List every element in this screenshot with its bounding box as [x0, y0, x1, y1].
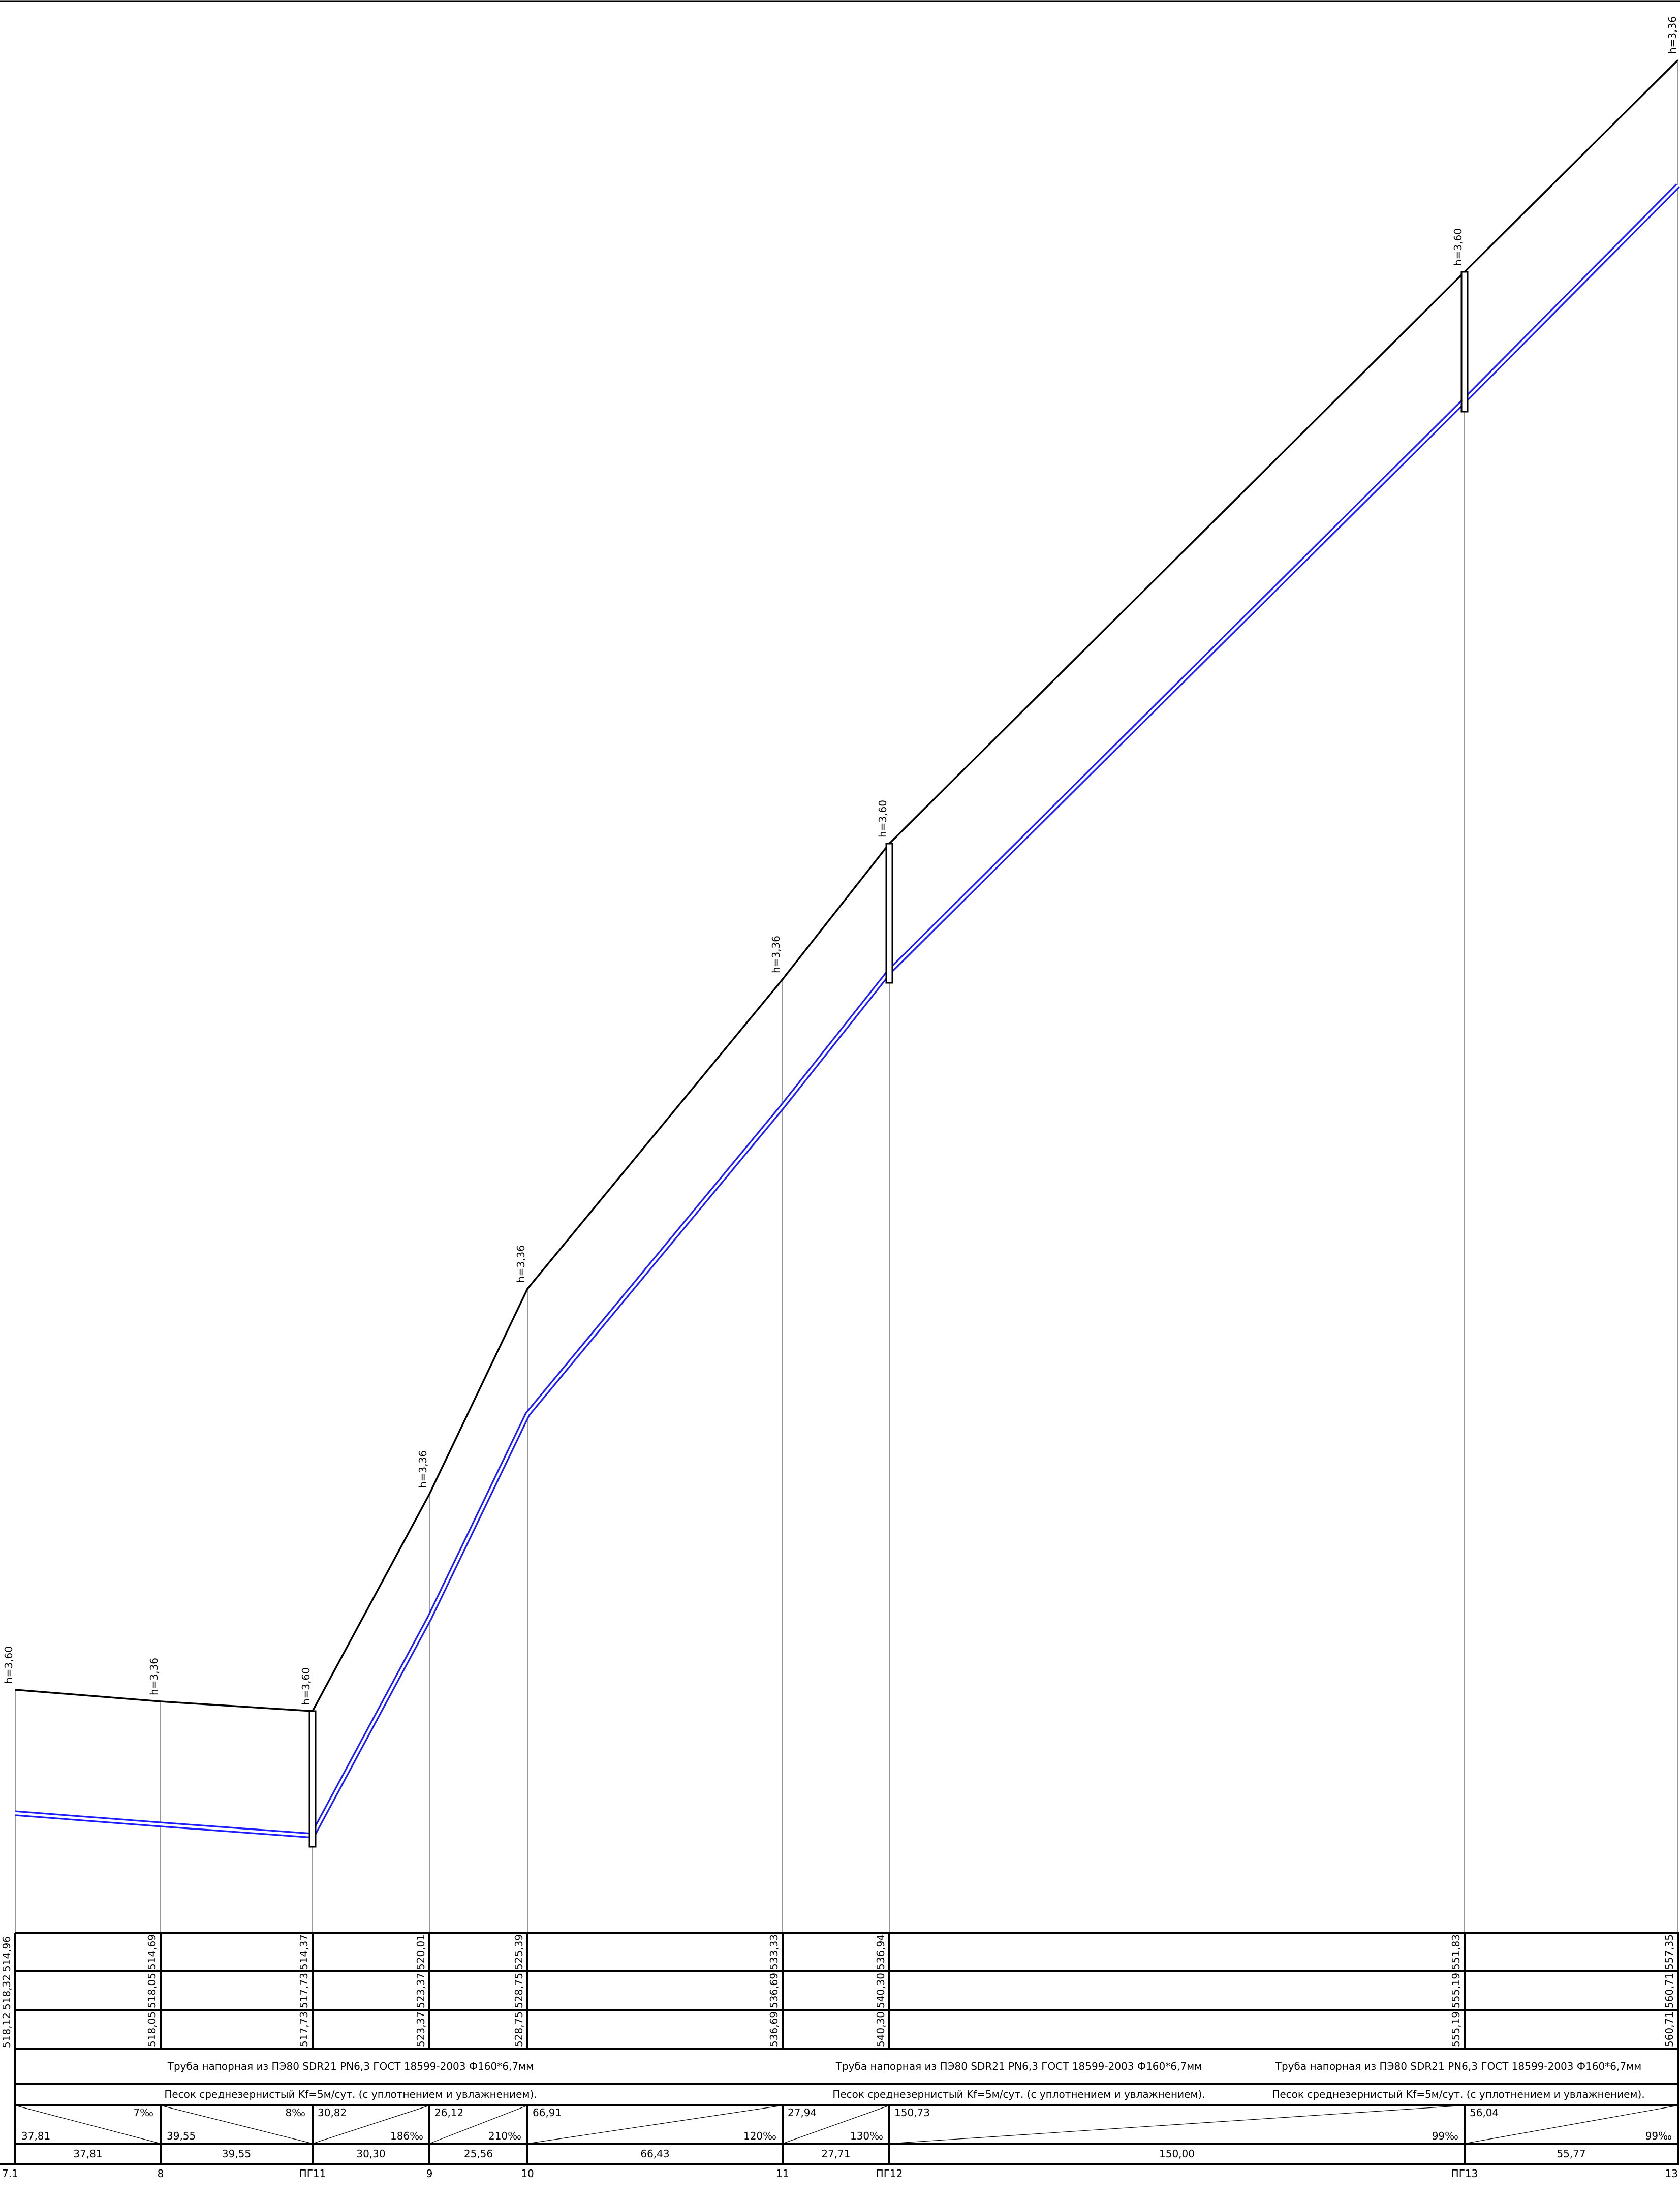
elevation-value: 523,37 [415, 2011, 427, 2047]
distance-values: 37,81 39,55 30,30 25,56 66,43 27,71 150,00 55,7… [73, 2148, 1585, 2160]
station-name: ПГ11 [299, 2167, 326, 2180]
ground-surface-line [15, 59, 1679, 1712]
distance-value: 55,77 [1557, 2148, 1585, 2160]
well-marker [308, 1710, 317, 1848]
elevation-value: 540,30 [875, 2011, 887, 2047]
depth-label: h=3,60 [300, 1667, 312, 1705]
slope-values: 37,81 7‰ 39,55 8‰ 30,82 186‰ 26,12 210‰ 66,91 120… [21, 2106, 1672, 2142]
elevation-value: 555,19 [1450, 2011, 1462, 2047]
well-marker [885, 843, 893, 984]
elevation-value: 551,83 [1450, 1934, 1462, 1970]
pipe-note-2: Труба напорная из ПЭ80 SDR21 PN6,3 ГОСТ … [835, 2060, 1202, 2072]
elevation-value: 525,39 [513, 1934, 525, 1970]
elevation-value: 528,75 [513, 1973, 525, 2008]
left-edge-pipe: 518,12 [1, 2012, 13, 2048]
elevation-value: 520,01 [415, 1934, 427, 1970]
elevation-value: 528,75 [513, 2011, 525, 2047]
elevation-value: 523,37 [415, 1973, 427, 2008]
elevation-value: 536,69 [768, 2011, 780, 2047]
segment-length: 37,81 [21, 2130, 50, 2142]
pipe-note-1: Труба напорная из ПЭ80 SDR21 PN6,3 ГОСТ … [167, 2060, 534, 2072]
segment-slope: 186‰ [390, 2130, 423, 2142]
distance-value: 39,55 [222, 2148, 251, 2160]
depth-label: h=3,36 [770, 936, 782, 973]
segment-length: 27,94 [788, 2106, 817, 2119]
station-name: 8 [158, 2167, 164, 2180]
left-edge-ground: 514,96 [1, 1936, 13, 1972]
distance-value: 30,30 [356, 2148, 385, 2160]
base-note-3: Песок среднезернистый Kf=5м/сут. (с упло… [1272, 2088, 1644, 2100]
elevation-value: 514,69 [146, 1934, 158, 1970]
segment-slope: 99‰ [1432, 2130, 1458, 2142]
segment-length: 30,82 [318, 2106, 347, 2119]
station-name: 11 [776, 2167, 789, 2180]
segment-slope: 120‰ [743, 2130, 776, 2142]
elevation-value: 517,73 [298, 2011, 310, 2047]
segment-slope: 7‰ [133, 2106, 153, 2119]
station-name: 7.1 [2, 2167, 18, 2180]
pipe-note-3: Труба напорная из ПЭ80 SDR21 PN6,3 ГОСТ … [1275, 2060, 1642, 2072]
station-names: 7.1 8 ПГ11 9 10 11 ПГ12 ПГ13 13 [2, 2167, 1678, 2180]
distance-value: 27,71 [821, 2148, 850, 2160]
wells [308, 271, 1469, 1848]
depth-label: h=3,60 [3, 1646, 15, 1684]
segment-slope: 210‰ [488, 2130, 521, 2142]
elevation-value: 518,05 [146, 2011, 158, 2047]
base-notes: Песок среднезернистый Kf=5м/сут. (с упло… [164, 2088, 1644, 2100]
segment-length: 39,55 [167, 2130, 196, 2142]
segment-slope: 130‰ [850, 2130, 883, 2142]
pipe-notes: Труба напорная из ПЭ80 SDR21 PN6,3 ГОСТ … [167, 2060, 1642, 2072]
elevation-value: 518,05 [146, 1973, 158, 2008]
station-name: 10 [521, 2167, 534, 2180]
depth-label: h=3,36 [515, 1245, 527, 1283]
elevation-value: 557,35 [1663, 1934, 1675, 1970]
elevation-value: 560,71 [1663, 2011, 1675, 2047]
depth-label: h=3,36 [417, 1450, 429, 1488]
left-edge-design: 518,32 [1, 1974, 13, 2010]
elevation-value: 560,71 [1663, 1973, 1675, 2008]
base-note-1: Песок среднезернистый Kf=5м/сут. (с упло… [164, 2088, 537, 2100]
elevation-value: 536,69 [768, 1973, 780, 2008]
distance-value: 66,43 [640, 2148, 669, 2160]
station-name: 9 [426, 2167, 433, 2180]
station-name: ПГ12 [876, 2167, 903, 2180]
elevation-value: 540,30 [875, 1973, 887, 2008]
depth-labels: h=3,60 h=3,36 h=3,60 h=3,36 h=3,36 h=3,36 h=3,… [3, 16, 1678, 1705]
left-edge-values: 514,96 518,32 518,12 [1, 1936, 13, 2048]
elevation-value: 533,33 [768, 1934, 780, 1970]
distance-value: 150,00 [1159, 2148, 1195, 2160]
well-marker [1460, 271, 1469, 413]
segment-length: 66,91 [533, 2106, 562, 2119]
elevation-value: 514,37 [298, 1934, 310, 1970]
elevation-value: 555,19 [1450, 1973, 1462, 2008]
segment-slope: 8‰ [285, 2106, 305, 2119]
station-name: 13 [1665, 2167, 1678, 2180]
segment-length: 26,12 [434, 2106, 463, 2119]
distance-value: 37,81 [73, 2148, 102, 2160]
segment-length: 56,04 [1470, 2106, 1499, 2119]
elevation-value: 536,94 [875, 1934, 887, 1970]
depth-label: h=3,36 [148, 1658, 160, 1695]
station-name: ПГ13 [1451, 2167, 1478, 2180]
base-note-2: Песок среднезернистый Kf=5м/сут. (с упло… [832, 2088, 1205, 2100]
depth-label: h=3,36 [1666, 16, 1678, 54]
station-lines [15, 60, 1678, 1933]
depth-label: h=3,60 [1452, 228, 1464, 266]
pipeline-line [15, 183, 1680, 1839]
elevation-value: 517,73 [298, 1973, 310, 2008]
segment-slope: 99‰ [1645, 2130, 1672, 2142]
segment-length: 150,73 [894, 2106, 930, 2119]
distance-value: 25,56 [464, 2148, 493, 2160]
depth-label: h=3,60 [877, 800, 889, 838]
pipeline-line-core [15, 184, 1679, 1837]
profile-table [0, 1932, 1679, 2165]
elevation-values: 514,69 518,05 518,05 514,37 517,73 517,73 520,… [146, 1934, 1675, 2047]
